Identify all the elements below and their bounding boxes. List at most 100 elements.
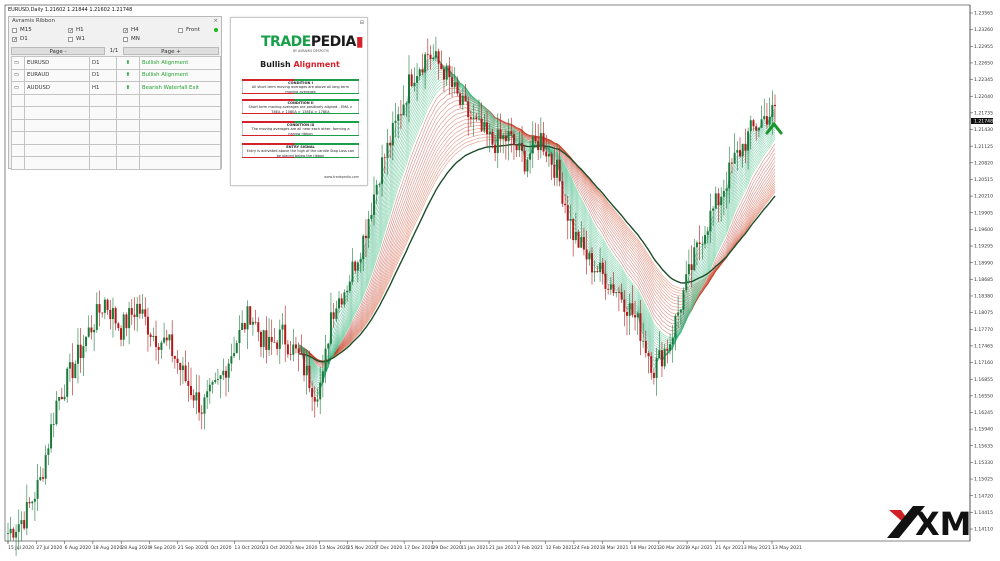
condition-text: All short term moving averages are above… <box>251 85 350 93</box>
candle-body <box>572 218 575 241</box>
candle-body <box>644 340 647 353</box>
brand-part-1: TRADE <box>261 34 311 50</box>
candle-body <box>165 337 168 341</box>
checkbox-h1[interactable] <box>68 27 73 36</box>
avramis-ribbon-panel[interactable]: Avramis Ribbon × M15 H1 H4 Front D1 W1 M… <box>8 16 222 170</box>
condition-bar <box>242 112 359 114</box>
tf-h1[interactable]: H1 <box>68 26 84 36</box>
page-next-button[interactable]: Page + <box>123 47 219 55</box>
price-tick-label: 1.18990 <box>974 260 993 266</box>
checkbox-m15[interactable] <box>12 28 17 33</box>
candle-body <box>367 218 370 239</box>
candle-body <box>348 281 351 291</box>
row-icon[interactable]: ▭ <box>11 56 25 70</box>
condition-heading: CONDITION III <box>286 123 315 127</box>
candle-body <box>714 193 717 209</box>
close-icon[interactable]: × <box>213 18 218 24</box>
tf-m15[interactable]: M15 <box>12 26 32 35</box>
time-tick-label: 3 May 2021 <box>744 545 771 551</box>
row-icon[interactable]: ▭ <box>11 68 25 82</box>
candle-body <box>241 323 244 330</box>
candle-body <box>706 231 709 236</box>
tf-d1[interactable]: D1 <box>12 35 28 45</box>
panel-title: Avramis Ribbon <box>12 18 56 24</box>
xm-logo-text: XM <box>915 505 970 540</box>
candle-body <box>359 259 362 263</box>
candle-body <box>87 327 90 337</box>
candle-body <box>66 368 69 397</box>
candle-body <box>281 324 284 330</box>
panel-title-bar[interactable]: Avramis Ribbon × <box>9 17 221 26</box>
condition-text: Short term moving averages are positivel… <box>248 105 353 113</box>
price-tick-label: 1.22650 <box>974 61 993 67</box>
candle-body <box>730 162 733 164</box>
candle-body <box>677 312 680 316</box>
candle-body <box>440 63 443 70</box>
candle-body <box>381 157 384 184</box>
table-row[interactable]: ▭ EURAUD D1 ⬆ Bullish Alignment <box>11 68 221 82</box>
empty-cell <box>139 143 221 157</box>
window-icon[interactable]: ⊟ <box>359 20 364 26</box>
candle-body <box>467 101 470 118</box>
candle-body <box>553 164 556 178</box>
fast-ema-line <box>298 83 776 370</box>
page-prev-button[interactable]: Page - <box>11 47 105 55</box>
checkbox-d1[interactable] <box>12 36 17 45</box>
candle-body <box>534 136 537 142</box>
candle-body <box>599 262 602 273</box>
row-icon[interactable]: ▭ <box>11 81 25 95</box>
candle-body <box>39 477 42 481</box>
empty-cell <box>116 106 140 120</box>
price-tick-label: 1.18685 <box>974 277 993 283</box>
empty-cell <box>11 156 25 170</box>
empty-cell <box>139 93 221 107</box>
candle-body <box>510 131 513 135</box>
tf-w1[interactable]: W1 <box>68 35 85 44</box>
tf-mn[interactable]: MN <box>123 35 140 44</box>
tf-h4[interactable]: H4 <box>123 26 139 36</box>
checkbox-front[interactable] <box>178 28 183 33</box>
buy-signal-arrow-icon <box>765 122 783 135</box>
tf-front[interactable]: Front <box>178 26 200 35</box>
condition-box-1: CONDITION I All short term moving averag… <box>242 79 359 94</box>
candle-body <box>488 132 491 135</box>
candle-body <box>682 290 685 310</box>
checkbox-h4[interactable] <box>123 27 128 36</box>
candle-body <box>448 65 451 78</box>
candle-body <box>712 208 715 211</box>
candle-body <box>741 143 744 157</box>
candle-body <box>717 193 720 206</box>
candle-body <box>238 329 241 344</box>
card-url: www.tradepedia.com <box>324 175 359 179</box>
candle-body <box>200 412 203 414</box>
price-tick-label: 1.14110 <box>974 527 993 533</box>
candle-body <box>324 348 327 372</box>
candle-body <box>744 143 747 151</box>
candle-body <box>276 342 279 349</box>
candle-body <box>550 153 553 165</box>
candle-body <box>695 242 698 248</box>
candle-body <box>227 363 230 378</box>
table-row[interactable]: ▭ AUDUSD H1 ⬆ Bearish Waterfall Exit <box>11 81 221 95</box>
candle-body <box>765 116 768 125</box>
checkbox-w1[interactable] <box>68 37 73 42</box>
empty-cell <box>11 118 25 132</box>
empty-cell <box>89 118 117 132</box>
checkbox-mn[interactable] <box>123 37 128 42</box>
candle-body <box>74 363 77 379</box>
table-row[interactable]: ▭ EURUSD D1 ⬆ Bullish Alignment <box>11 56 221 70</box>
symbol-cell: EURUSD <box>24 56 90 70</box>
tradepedia-logo: TRADEPEDIA▮ <box>261 34 364 50</box>
page-indicator: 1/1 <box>109 48 119 54</box>
tf-label: D1 <box>20 36 28 42</box>
candle-body <box>569 218 572 221</box>
candle-body <box>391 122 394 146</box>
time-tick-label: 29 Dec 2020 <box>432 545 461 551</box>
candle-body <box>284 324 287 345</box>
candle-body <box>507 131 510 142</box>
candle-body <box>28 502 31 504</box>
candle-body <box>547 153 550 157</box>
candle-body <box>273 341 276 343</box>
price-tick-label: 1.14415 <box>974 510 993 516</box>
candle-body <box>655 357 658 378</box>
